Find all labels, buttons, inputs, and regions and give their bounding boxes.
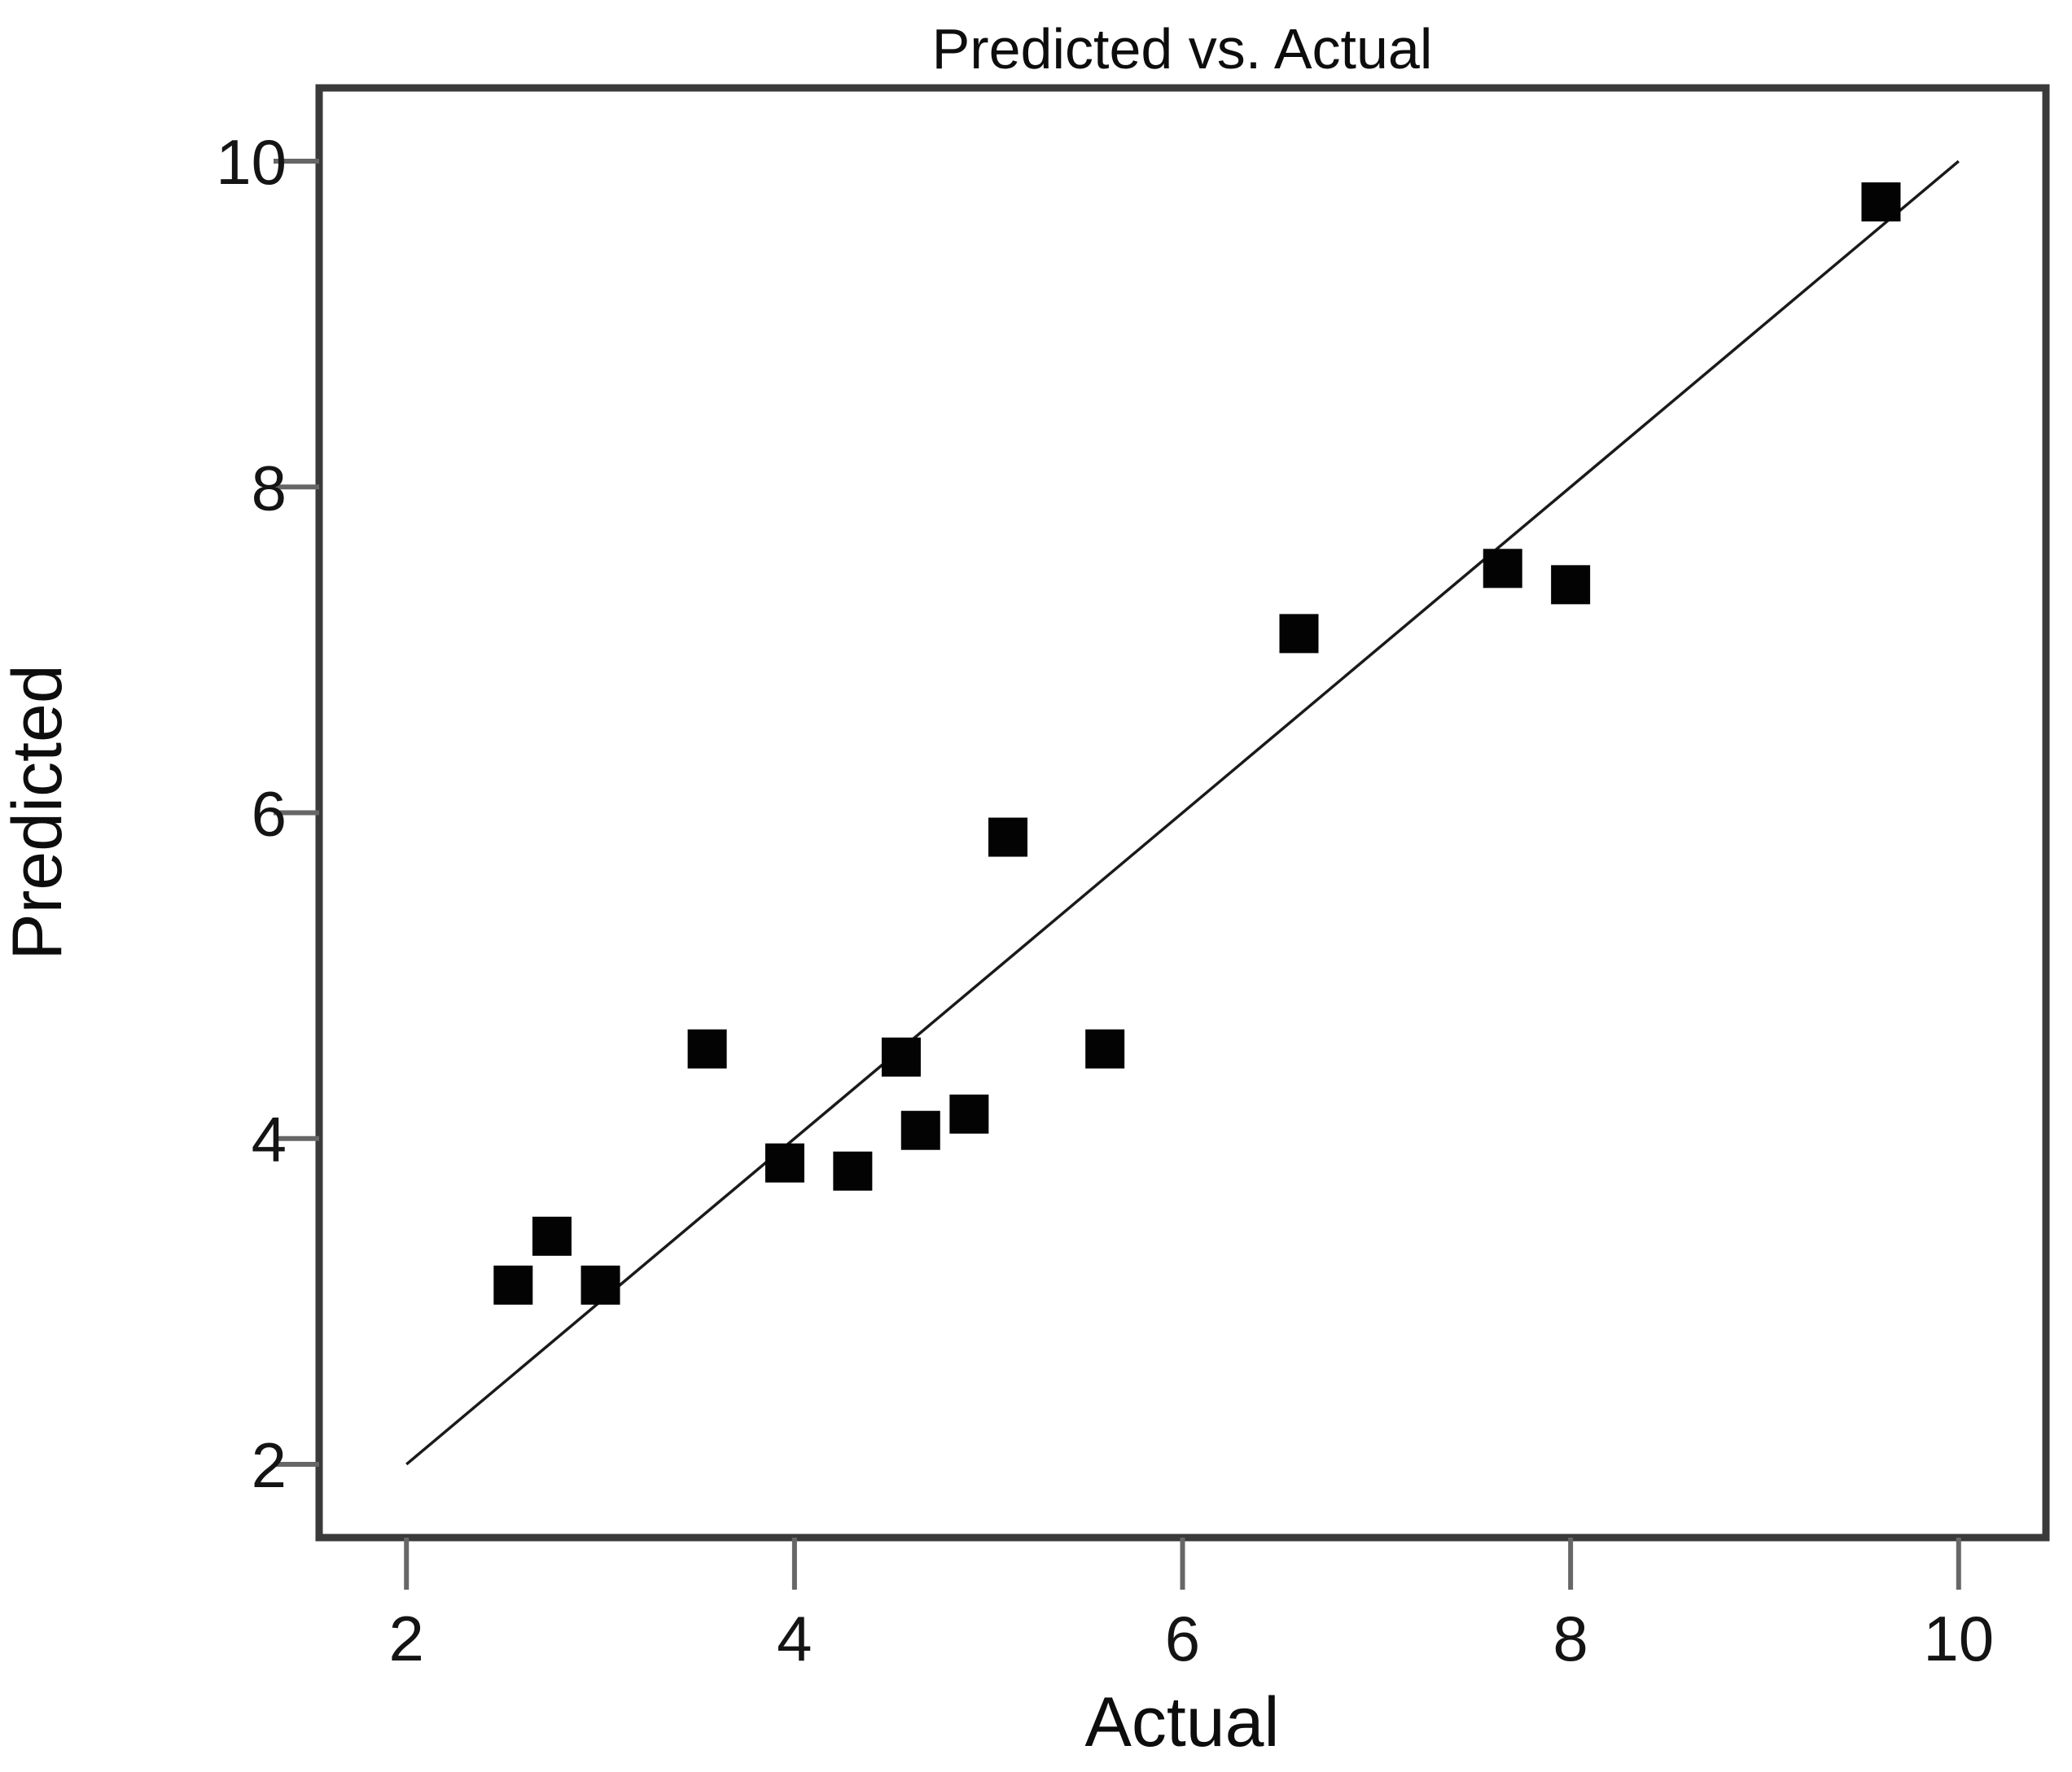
axis-ticks: 2 4 6 8 10 2 4 6 8 10 <box>216 126 1994 1674</box>
data-point-marker <box>1551 565 1591 605</box>
data-point-marker <box>949 1094 989 1134</box>
x-tick-label: 8 <box>1553 1603 1588 1674</box>
data-point-marker <box>532 1216 572 1256</box>
data-point-marker <box>1085 1029 1125 1069</box>
x-axis-label: Actual <box>1084 1683 1279 1761</box>
data-point-marker <box>881 1037 921 1077</box>
x-tick-label: 6 <box>1165 1603 1200 1674</box>
chart-title: Predicted vs. Actual <box>932 17 1433 81</box>
data-point-marker <box>1483 549 1522 588</box>
data-points-layer <box>493 182 1901 1305</box>
data-point-marker <box>493 1265 533 1305</box>
y-tick-label: 6 <box>252 778 287 850</box>
data-point-marker <box>764 1143 804 1183</box>
data-point-marker <box>1279 614 1319 654</box>
data-point-marker <box>1861 182 1901 222</box>
data-point-marker <box>900 1110 940 1150</box>
y-tick-label: 2 <box>252 1429 287 1501</box>
data-point-marker <box>687 1029 727 1069</box>
data-point-marker <box>580 1265 620 1305</box>
y-axis-label: Predicted <box>0 664 77 960</box>
data-point-marker <box>988 817 1028 857</box>
x-tick-label: 2 <box>389 1603 424 1674</box>
data-point-marker <box>833 1151 873 1191</box>
y-tick-label: 8 <box>252 452 287 523</box>
identity-line-layer <box>405 160 1960 1466</box>
x-tick-label: 4 <box>777 1603 812 1674</box>
y-tick-label: 4 <box>252 1104 287 1175</box>
identity-line <box>405 160 1960 1466</box>
x-tick-label: 10 <box>1923 1603 1994 1674</box>
y-tick-label: 10 <box>216 126 287 198</box>
